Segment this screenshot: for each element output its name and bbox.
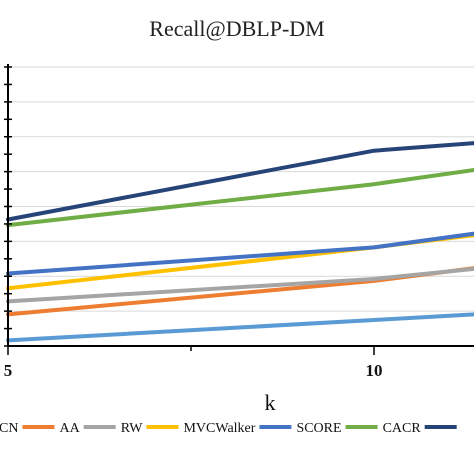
legend-label-rw: RW xyxy=(121,421,144,436)
x-tick-label: 5 xyxy=(4,361,13,380)
legend-label-cacr: CACR xyxy=(383,421,422,436)
axes xyxy=(4,64,474,355)
series-lines xyxy=(6,141,474,343)
series-line-cacr xyxy=(6,167,474,228)
legend-label-cn: CN xyxy=(0,421,18,436)
series-line-rw xyxy=(6,266,474,304)
series-line-score xyxy=(6,231,474,276)
x-tick-label: 10 xyxy=(366,361,383,380)
chart-title: Recall@DBLP-DM xyxy=(149,16,324,41)
legend-label-aa: AA xyxy=(59,421,80,436)
series-line-cn xyxy=(6,312,474,343)
x-tick-labels: 5 10 xyxy=(4,361,383,380)
legend-label-score: SCORE xyxy=(296,421,341,436)
legend-label-mvcwalker: MVCWalker xyxy=(183,421,255,436)
series-line-series-7 xyxy=(6,141,474,222)
legend: CN AA RW MVCWalker SCORE CACR xyxy=(0,421,457,436)
x-axis-label: k xyxy=(265,390,276,415)
